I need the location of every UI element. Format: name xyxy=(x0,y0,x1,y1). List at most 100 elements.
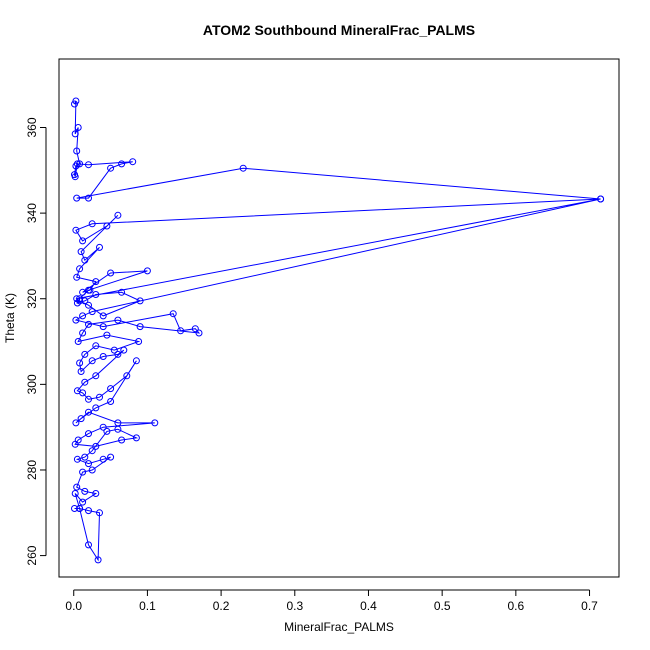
data-point xyxy=(85,430,92,438)
series-line xyxy=(73,100,601,562)
data-point xyxy=(79,389,87,397)
data-point xyxy=(92,291,100,298)
data-point xyxy=(79,237,87,245)
data-point xyxy=(96,393,103,401)
data-point xyxy=(79,288,87,296)
data-point xyxy=(92,404,100,412)
data-point xyxy=(107,269,115,277)
data-point xyxy=(136,297,144,305)
data-point xyxy=(74,124,82,131)
data-point xyxy=(103,331,111,339)
data-point xyxy=(107,385,115,393)
data-point xyxy=(72,316,80,324)
data-point xyxy=(81,453,89,461)
data-point xyxy=(85,408,92,416)
data-point xyxy=(79,468,87,476)
data-point xyxy=(76,265,84,273)
data-point xyxy=(132,357,140,365)
x-axis-label: MineralFrac_PALMS xyxy=(284,620,394,634)
y-tick-label: 280 xyxy=(25,460,39,480)
data-point xyxy=(79,329,87,337)
data-point xyxy=(77,248,85,256)
data-point xyxy=(79,498,87,506)
data-point xyxy=(195,329,203,337)
data-point xyxy=(103,222,111,230)
data-point xyxy=(597,195,605,203)
data-point xyxy=(73,194,81,202)
data-point xyxy=(239,164,247,172)
y-tick-label: 360 xyxy=(25,117,39,137)
data-point xyxy=(71,490,79,497)
data-point xyxy=(73,455,81,463)
x-tick-label: 0.1 xyxy=(139,599,156,613)
x-tick-label: 0.4 xyxy=(360,599,377,613)
data-point xyxy=(81,297,89,305)
data-point xyxy=(88,357,96,365)
data-point xyxy=(118,288,126,296)
data-point xyxy=(151,419,159,427)
data-point xyxy=(110,346,118,354)
data-point xyxy=(71,440,79,448)
data-point xyxy=(143,267,151,275)
data-point xyxy=(77,415,85,423)
data-point xyxy=(129,158,137,166)
data-point xyxy=(99,353,107,360)
data-point xyxy=(96,243,103,251)
data-point xyxy=(118,436,126,444)
data-point xyxy=(73,299,81,307)
data-point xyxy=(71,173,79,181)
data-point xyxy=(85,507,92,515)
x-tick-label: 0.0 xyxy=(65,599,82,613)
data-point xyxy=(71,505,78,512)
data-point xyxy=(81,487,89,495)
data-point xyxy=(85,194,92,202)
data-point xyxy=(120,346,128,354)
y-axis: 260 280 300 320 340 360 xyxy=(25,117,47,566)
x-tick-label: 0.7 xyxy=(581,599,598,613)
y-tick-label: 320 xyxy=(25,288,39,308)
y-tick-label: 340 xyxy=(25,203,39,223)
data-point xyxy=(85,161,92,169)
data-point xyxy=(77,368,85,375)
data-point xyxy=(135,338,143,345)
data-point xyxy=(114,211,122,219)
data-point xyxy=(107,398,115,405)
data-point xyxy=(118,160,126,168)
data-point xyxy=(74,338,82,345)
data-point xyxy=(73,147,81,155)
data-point xyxy=(114,316,122,324)
data-point xyxy=(88,308,96,316)
data-point xyxy=(107,453,115,461)
data-point xyxy=(81,378,89,386)
data-point xyxy=(79,312,87,320)
data-point xyxy=(71,130,79,138)
y-tick-label: 260 xyxy=(25,545,39,565)
data-point xyxy=(73,160,81,168)
data-point xyxy=(92,372,100,380)
data-point xyxy=(94,556,102,564)
data-point xyxy=(191,325,199,333)
data-point xyxy=(99,423,107,431)
data-point xyxy=(85,460,92,468)
data-point xyxy=(114,350,122,358)
data-point xyxy=(96,509,103,517)
series-layer xyxy=(71,97,605,564)
data-point xyxy=(73,273,81,281)
data-point xyxy=(107,164,115,172)
y-tick-label: 300 xyxy=(25,374,39,394)
x-tick-label: 0.3 xyxy=(286,599,303,613)
data-point xyxy=(73,295,81,303)
x-axis: 0.0 0.1 0.2 0.3 0.4 0.5 0.6 0.7 xyxy=(65,589,598,613)
data-point xyxy=(81,256,89,264)
data-point xyxy=(99,312,107,320)
data-point xyxy=(81,350,89,358)
data-point xyxy=(92,490,100,497)
data-point xyxy=(136,323,144,331)
data-point xyxy=(88,466,96,474)
data-point xyxy=(92,278,100,286)
data-point xyxy=(72,162,80,170)
data-point xyxy=(92,442,100,450)
data-point xyxy=(73,483,81,491)
